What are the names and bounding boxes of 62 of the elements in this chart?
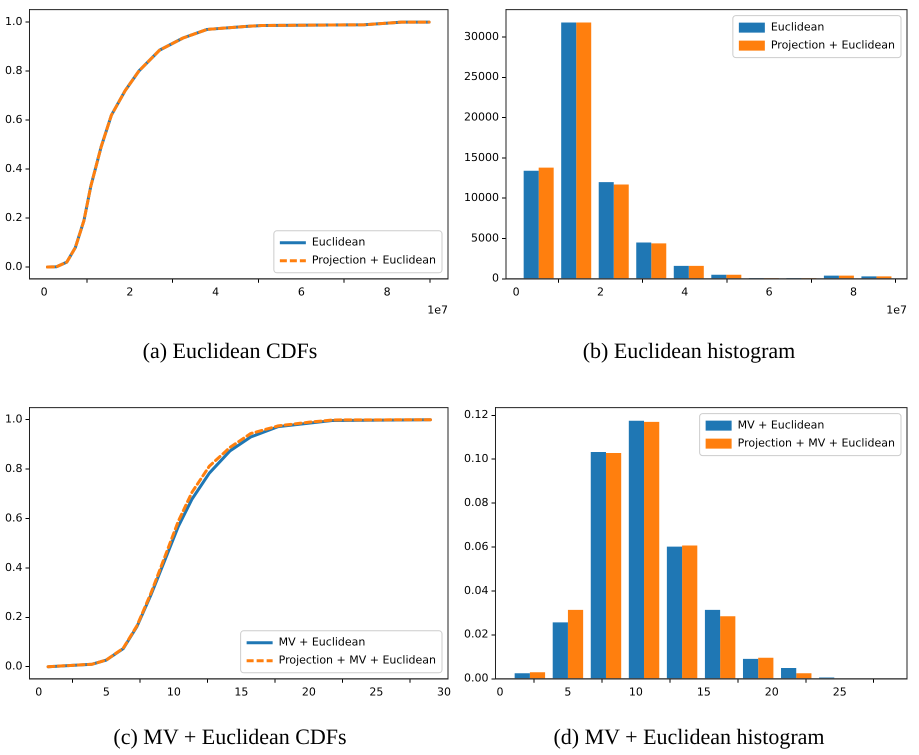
x-tick-label: 0 [40, 285, 48, 298]
y-tick-label: 1.0 [4, 14, 22, 28]
text: (a) Euclidean CDFs [142, 338, 318, 364]
x-tick-label: 25 [832, 685, 847, 698]
legend-label: Projection + MV + Euclidean [278, 654, 436, 667]
y-tick-label: 0.6 [4, 511, 22, 524]
x-tick-label: 2 [596, 285, 604, 298]
y-tick-label: 25000 [464, 70, 499, 84]
y-tick-label: 0.8 [4, 462, 22, 475]
x-tick-label: 6 [298, 285, 305, 298]
x-tick-label: 25 [369, 685, 384, 698]
x-tick-label: 8 [850, 285, 857, 298]
legend-label: Euclidean [770, 20, 824, 34]
y-tick-label: 0.02 [464, 628, 488, 641]
x-tick-label: 0 [35, 685, 42, 698]
x-tick-label: 15 [696, 685, 711, 698]
text: (d) MV + Euclidean histogram [552, 724, 826, 750]
y-tick-label: 1.0 [4, 412, 22, 426]
legend-label: MV + Euclidean [278, 636, 366, 649]
y-tick-label: 30000 [464, 30, 499, 43]
y-tick-label: 0.08 [464, 496, 488, 509]
y-tick-label: 0.8 [4, 64, 22, 77]
x-tick-label: 15 [234, 685, 248, 698]
y-tick-label: 20000 [464, 110, 499, 124]
legend-label: Projection + MV + Euclidean [738, 436, 896, 450]
y-tick-label: 0.4 [4, 560, 22, 574]
y-tick-label: 10000 [464, 191, 499, 204]
text: (b) Euclidean histogram [582, 338, 796, 364]
legend-label: Projection + Euclidean [312, 254, 436, 267]
x-tick-label: 20 [302, 685, 316, 698]
legend-label: Euclidean [312, 236, 366, 249]
y-tick-label: 0.04 [464, 584, 488, 597]
text: 1e7 [427, 303, 448, 316]
x-tick-label: 20 [764, 685, 779, 698]
x-tick-label: 6 [766, 285, 773, 298]
y-tick-label: 0.2 [4, 210, 22, 224]
y-tick-label: 0 [492, 272, 499, 285]
x-tick-label: 4 [681, 285, 688, 298]
y-tick-label: 0.0 [4, 260, 22, 273]
y-tick-label: 0.06 [464, 540, 488, 553]
x-tick-label: 5 [102, 685, 110, 698]
y-tick-label: 0.10 [464, 452, 488, 466]
x-tick-label: 5 [564, 685, 572, 698]
x-tick-label: 10 [166, 685, 181, 698]
y-tick-label: 0.12 [464, 408, 488, 422]
legend-label: Projection + Euclidean [770, 38, 896, 52]
x-tick-label: 30 [436, 685, 451, 698]
text: (c) MV + Euclidean CDFs [112, 724, 348, 750]
text: 1e7 [886, 303, 907, 316]
y-tick-label: 5000 [470, 231, 499, 244]
legend-label: MV + Euclidean [738, 418, 824, 432]
x-tick-label: 10 [628, 685, 643, 698]
x-tick-label: 4 [212, 285, 220, 298]
y-tick-label: 0.4 [4, 162, 22, 175]
y-tick-label: 0.2 [4, 610, 22, 624]
x-tick-label: 8 [384, 285, 391, 298]
y-tick-label: 0.00 [464, 672, 488, 685]
x-tick-label: 0 [512, 285, 520, 298]
y-tick-label: 0.6 [4, 112, 22, 126]
y-tick-label: 15000 [464, 150, 499, 164]
x-tick-label: 2 [126, 285, 134, 298]
y-tick-label: 0.0 [4, 660, 22, 673]
